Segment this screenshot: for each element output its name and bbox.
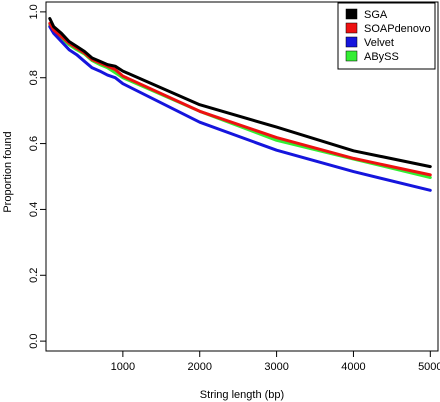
legend-label-soapdenovo: SOAPdenovo: [364, 23, 431, 35]
y-tick-label: 0.2: [28, 268, 40, 283]
x-axis: 1000 2000 3000 4000 5000: [111, 351, 440, 373]
legend-label-sga: SGA: [364, 9, 388, 21]
legend-label-abyss: ABySS: [364, 51, 399, 63]
legend-swatch-sga: [345, 8, 358, 20]
series-line-velvet: [48, 25, 432, 192]
legend-swatch-soapdenovo: [345, 22, 358, 34]
legend-swatch-velvet: [345, 36, 358, 48]
y-tick-label: 0.6: [28, 136, 40, 151]
y-tick-label: 1.0: [28, 4, 40, 19]
plot-frame: [45, 1, 439, 352]
series-line-sga: [48, 17, 432, 169]
x-axis-label: String length (bp): [200, 389, 284, 401]
y-axis: 0.0 0.2 0.4 0.6 0.8 1.0: [28, 4, 46, 349]
x-tick-label: 2000: [187, 361, 211, 373]
legend-swatch-abyss: [345, 50, 358, 62]
series-layer: [48, 17, 432, 192]
x-tick-label: 1000: [111, 361, 135, 373]
y-tick-label: 0.0: [28, 333, 40, 348]
x-tick-label: 4000: [341, 361, 365, 373]
legend: SGA SOAPdenovo Velvet ABySS: [337, 2, 436, 70]
y-axis-label: Proportion found: [2, 131, 14, 212]
y-tick-label: 0.8: [28, 70, 40, 85]
x-tick-label: 3000: [264, 361, 288, 373]
legend-label-velvet: Velvet: [364, 37, 394, 49]
x-tick-label: 5000: [418, 361, 440, 373]
y-tick-label: 0.4: [28, 202, 40, 217]
